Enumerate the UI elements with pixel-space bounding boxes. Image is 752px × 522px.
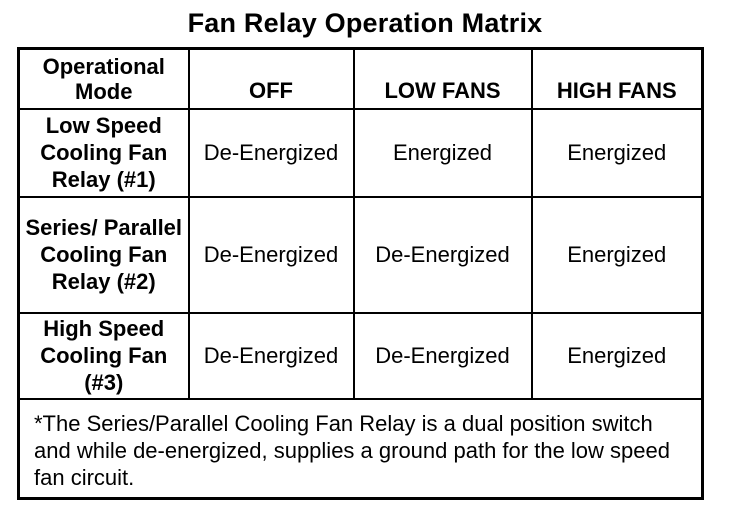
operational-mode-header: Operational Mode (17, 47, 190, 110)
column-header-off: OFF (187, 47, 355, 110)
table-cell: Energized (530, 195, 704, 314)
table-row: High Speed Cooling Fan (#3) De-Energized… (17, 311, 704, 400)
footnote-row: *The Series/Parallel Cooling Fan Relay i… (17, 397, 704, 499)
table-cell: Energized (530, 107, 704, 198)
table-cell: De-Energized (187, 107, 355, 198)
footnote: *The Series/Parallel Cooling Fan Relay i… (17, 397, 704, 499)
table-row: Series/ Parallel Cooling Fan Relay (#2) … (17, 195, 704, 314)
table-row: Low Speed Cooling Fan Relay (#1) De-Ener… (17, 107, 704, 198)
table-cell: De-Energized (352, 195, 533, 314)
column-header-low-fans: LOW FANS (352, 47, 533, 110)
table-cell: De-Energized (187, 195, 355, 314)
fan-relay-matrix-table: Operational Mode OFF LOW FANS HIGH FANS … (17, 47, 704, 500)
header-row: Operational Mode OFF LOW FANS HIGH FANS (17, 47, 704, 110)
column-header-high-fans: HIGH FANS (530, 47, 704, 110)
row-header-high-speed-fan: High Speed Cooling Fan (#3) (17, 311, 190, 400)
table-cell: De-Energized (352, 311, 533, 400)
page-title: Fan Relay Operation Matrix (187, 8, 543, 38)
table-cell: De-Energized (187, 311, 355, 400)
row-header-low-speed-relay: Low Speed Cooling Fan Relay (#1) (17, 107, 190, 198)
row-header-series-parallel-relay: Series/ Parallel Cooling Fan Relay (#2) (17, 195, 190, 314)
table-cell: Energized (530, 311, 704, 400)
table-cell: Energized (352, 107, 533, 198)
